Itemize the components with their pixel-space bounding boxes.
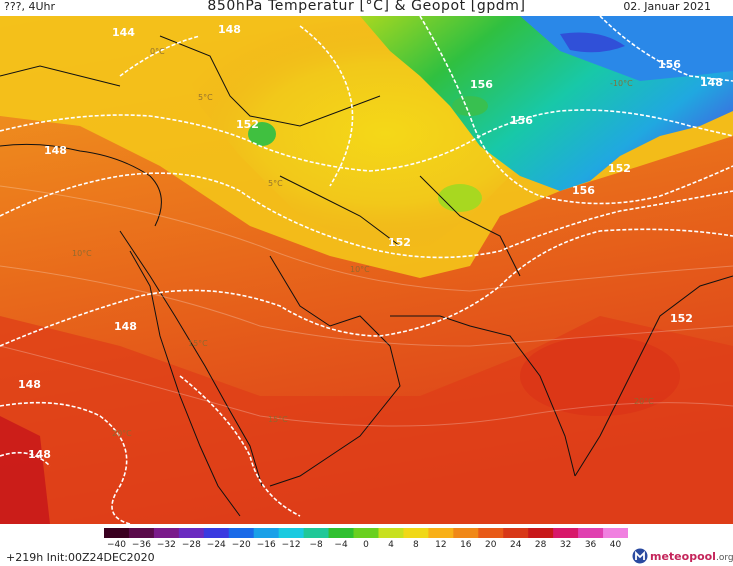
coastlines	[0, 35, 733, 517]
colorbar-swatch	[353, 528, 379, 538]
cold-core-blue	[520, 16, 733, 81]
colorbar-swatch	[428, 528, 454, 538]
meteopool-logo[interactable]: meteopool.org	[632, 547, 733, 565]
run-info: +219h Init:00Z24DEC2020	[6, 551, 155, 564]
temp-label: 20°C	[634, 397, 654, 406]
geopot-label: 148	[700, 76, 723, 89]
temp-label: 20°C	[112, 429, 132, 438]
hot-patch-sudan	[0, 416, 50, 524]
colorbar-swatch	[403, 528, 429, 538]
geopotential-contours	[0, 16, 733, 524]
logo-wordmark: meteopool.org	[650, 549, 733, 563]
colorbar-tick-label: −16	[256, 540, 276, 550]
meteopool-logo-icon	[632, 548, 648, 564]
colorbar-swatch	[503, 528, 529, 538]
temp-label: 0°C	[150, 47, 165, 56]
colorbar-tick-label: −28	[181, 540, 201, 550]
geopot-label: 148	[114, 320, 137, 333]
temp-label: 10°C	[350, 265, 370, 274]
temp-label: 5°C	[268, 179, 283, 188]
geopot-label: 156	[572, 184, 595, 197]
colorbar-tick-label: −32	[156, 540, 176, 550]
colorbar-tick-label: −20	[231, 540, 251, 550]
colorbar-tick-label: 0	[363, 540, 369, 550]
colorbar-swatch	[578, 528, 604, 538]
temp-label: 15°C	[268, 415, 288, 424]
colorbar-tick-label: −40	[106, 540, 126, 550]
colorbar-swatch	[153, 528, 180, 538]
geopot-label: 148	[28, 448, 51, 461]
temp-label: 5°C	[198, 93, 213, 102]
geopot-label: 148	[218, 23, 241, 36]
colorbar-swatch	[228, 528, 255, 538]
colorbar-tick-label: 32	[559, 540, 572, 550]
temperature-colorbar	[104, 528, 628, 538]
colorbar-swatch	[303, 528, 330, 538]
colorbar-swatch	[253, 528, 280, 538]
colorbar-tick-label: −4	[334, 540, 348, 550]
temp-label: 15°C	[188, 339, 208, 348]
colorbar-swatch	[553, 528, 579, 538]
cold-core-deep	[560, 32, 625, 53]
geopot-label: 144	[112, 26, 135, 39]
colorbar-tick-label: −36	[131, 540, 151, 550]
colorbar-swatch	[328, 528, 355, 538]
colorbar-swatch	[453, 528, 479, 538]
cold-patch-hindukush	[438, 184, 482, 212]
geopot-label: 152	[608, 162, 631, 175]
colorbar-tick-label: 24	[509, 540, 522, 550]
geopot-label: 152	[236, 118, 259, 131]
colorbar-tick-label: −8	[309, 540, 323, 550]
colorbar-tick-label: 40	[609, 540, 622, 550]
colorbar-ticks: −40 −36 −32 −28 −24 −20 −16 −12 −8 −4 0 4 8 12 16 20 24 2…	[104, 540, 628, 552]
colorbar-tick-label: 28	[534, 540, 547, 550]
geopot-label: 152	[388, 236, 411, 249]
colorbar-swatch	[278, 528, 305, 538]
colorbar-swatch	[478, 528, 504, 538]
temp-label: 10°C	[72, 249, 92, 258]
colorbar-swatch	[378, 528, 404, 538]
temp-label: -10°C	[610, 79, 633, 88]
geopot-label: 156	[470, 78, 493, 91]
colorbar-swatch	[203, 528, 230, 538]
colorbar-tick-label: −24	[206, 540, 226, 550]
colorbar-swatch	[104, 528, 130, 538]
forecast-date: 02. Januar 2021	[623, 0, 711, 13]
cold-patch-caucasus	[248, 122, 276, 146]
colorbar-tick-label: 16	[460, 540, 472, 550]
colorbar-tick-label: 8	[413, 540, 419, 550]
colorbar-swatch	[178, 528, 205, 538]
colorbar-tick-label: 36	[584, 540, 597, 550]
geopot-label: 148	[44, 144, 67, 157]
colorbar-tick-label: 4	[388, 540, 394, 550]
geopotential-labels: 144 148 152 156 148 152 156 160 152 156 …	[18, 23, 723, 461]
geopot-label: 148	[18, 378, 41, 391]
geopot-label: 152	[670, 312, 693, 325]
colorbar-tick-label: 20	[485, 540, 497, 550]
cold-patch-tianshan	[452, 96, 488, 116]
geopot-label: 156	[510, 114, 533, 127]
colorbar-tick-label: 12	[435, 540, 447, 550]
temperature-geopotential-map: 144 148 152 156 148 152 156 160 152 156 …	[0, 16, 733, 524]
colorbar-swatch	[528, 528, 554, 538]
colorbar-swatch	[603, 528, 628, 538]
valid-time-label: ???, 4Uhr	[4, 0, 56, 13]
isotherms	[0, 185, 733, 427]
geopot-label: 156	[658, 58, 681, 71]
hot-patch-india	[520, 336, 680, 416]
temperature-labels: 0°C 5°C 10°C 15°C 20°C -10°C 5°C 10°C 15…	[72, 47, 654, 438]
colorbar-tick-label: −12	[281, 540, 301, 550]
map-title: 850hPa Temperatur [°C] & Geopot [gpdm]	[207, 0, 526, 14]
colorbar-swatch	[128, 528, 155, 538]
